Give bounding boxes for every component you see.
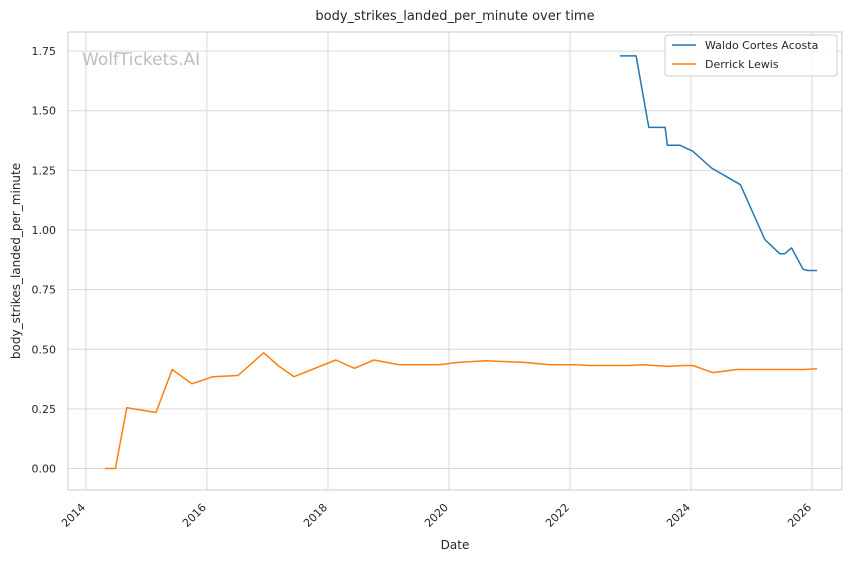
chart-title: body_strikes_landed_per_minute over time [315,9,594,24]
legend-label-series-1: Waldo Cortes Acosta [705,39,818,52]
series-layer [104,55,818,470]
y-axis-label: body_strikes_landed_per_minute [9,163,23,359]
legend-label-series-2: Derrick Lewis [705,58,779,71]
grid-lines [68,32,842,490]
y-tick-label: 1.00 [32,224,57,237]
series-line-1 [619,55,817,272]
x-axis-label: Date [441,538,470,552]
legend-box [664,34,838,77]
y-tick-labels: 0.00 0.25 0.50 0.75 1.00 1.25 1.50 1.75 [32,45,57,475]
plot-frame [67,31,843,491]
series-line-2 [104,352,818,470]
watermark: WolfTickets.AI [82,50,200,70]
legend: Waldo Cortes Acosta Derrick Lewis [664,34,838,77]
y-tick-label: 0.50 [32,343,57,356]
y-tick-label: 0.00 [32,463,57,476]
y-tick-label: 0.25 [32,403,57,416]
y-tick-label: 1.75 [32,45,57,58]
y-tick-label: 0.75 [32,284,57,297]
y-tick-label: 1.50 [32,105,57,118]
y-tick-label: 1.25 [32,164,57,177]
